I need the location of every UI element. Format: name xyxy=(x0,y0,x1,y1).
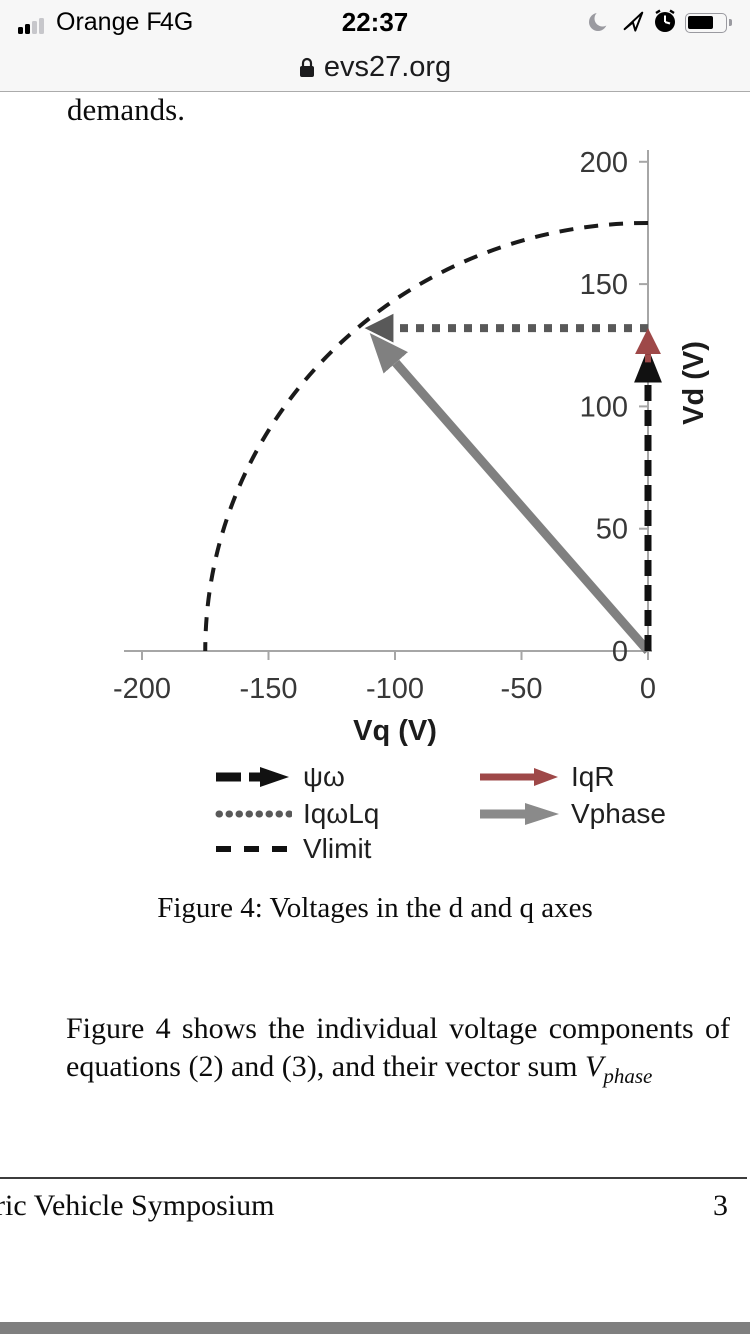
y-tick-label-100: 100 xyxy=(580,391,628,423)
x-tick-label--50: -50 xyxy=(501,673,543,705)
figure4-vector-chart: 0 50 100 150 200 -200 -150 -100 -50 0 Vq (V) Vd (V) xyxy=(113,147,710,747)
status-time: 22:37 xyxy=(341,7,409,37)
legend-item-vphase: Vphase xyxy=(478,798,666,830)
signal-strength-icon xyxy=(18,16,50,34)
battery-icon xyxy=(685,13,732,33)
paragraph-text: Figure 4 shows the individual voltage co… xyxy=(66,1012,730,1083)
body-text-demands: demands. xyxy=(67,92,185,127)
legend-label: IqR xyxy=(571,761,615,792)
vphase-symbol: V xyxy=(585,1050,604,1083)
legend-swatch-gray-arrow-icon xyxy=(480,803,559,825)
vphase-subscript: phase xyxy=(603,1064,653,1088)
y-tick-label-0: 0 xyxy=(612,636,628,668)
legend-swatch-maroon-arrow-icon xyxy=(480,768,558,786)
footer-rule xyxy=(0,1177,747,1179)
figure-caption: Figure 4: Voltages in the d and q axes xyxy=(157,892,593,924)
legend-item-iqr: IqR xyxy=(478,761,615,793)
arc-Vlimit xyxy=(203,220,649,652)
legend-swatch-gray-dotted-line-icon xyxy=(215,810,292,818)
y-tick-label-200: 200 xyxy=(580,147,628,179)
legend-item-psi-omega: ψω xyxy=(214,761,345,793)
safari-top-chrome: Orange F 4G 22:37 evs27.org xyxy=(0,0,750,92)
y-tick-label-150: 150 xyxy=(580,269,628,301)
page-number: 3 xyxy=(713,1189,728,1222)
y-axis-title: Vd (V) xyxy=(678,341,710,425)
legend-swatch-black-dashed-line-icon xyxy=(216,846,292,852)
network-type-label: 4G xyxy=(160,8,194,36)
lock-icon xyxy=(299,57,314,77)
bottom-gray-bar xyxy=(0,1322,750,1334)
x-tick-label--100: -100 xyxy=(366,673,424,705)
x-tick-label--200: -200 xyxy=(113,673,171,705)
legend-label: Vlimit xyxy=(303,833,372,864)
vector-Vphase xyxy=(369,333,652,654)
footer-text: ric Vehicle Symposium xyxy=(0,1189,275,1222)
alarm-clock-icon xyxy=(655,9,675,32)
y-tick-label-50: 50 xyxy=(596,514,628,546)
legend-label: ψω xyxy=(303,761,345,792)
legend-label: IqωLq xyxy=(303,798,380,829)
legend-item-vlimit: Vlimit xyxy=(214,833,371,865)
x-axis-title: Vq (V) xyxy=(353,715,437,747)
legend-item-iqwlq: IqωLq xyxy=(214,798,379,830)
address-bar[interactable]: evs27.org xyxy=(0,46,750,88)
legend-swatch-black-dashed-arrow-icon xyxy=(216,767,289,787)
location-arrow-icon xyxy=(623,11,644,32)
carrier-label: Orange F xyxy=(56,8,162,36)
x-tick-label--150: -150 xyxy=(239,673,297,705)
do-not-disturb-moon-icon xyxy=(589,11,610,31)
body-paragraph: Figure 4 shows the individual voltage co… xyxy=(66,1010,730,1095)
url-text: evs27.org xyxy=(323,50,452,83)
x-tick-label-0: 0 xyxy=(640,673,656,705)
legend-label: Vphase xyxy=(571,798,666,829)
